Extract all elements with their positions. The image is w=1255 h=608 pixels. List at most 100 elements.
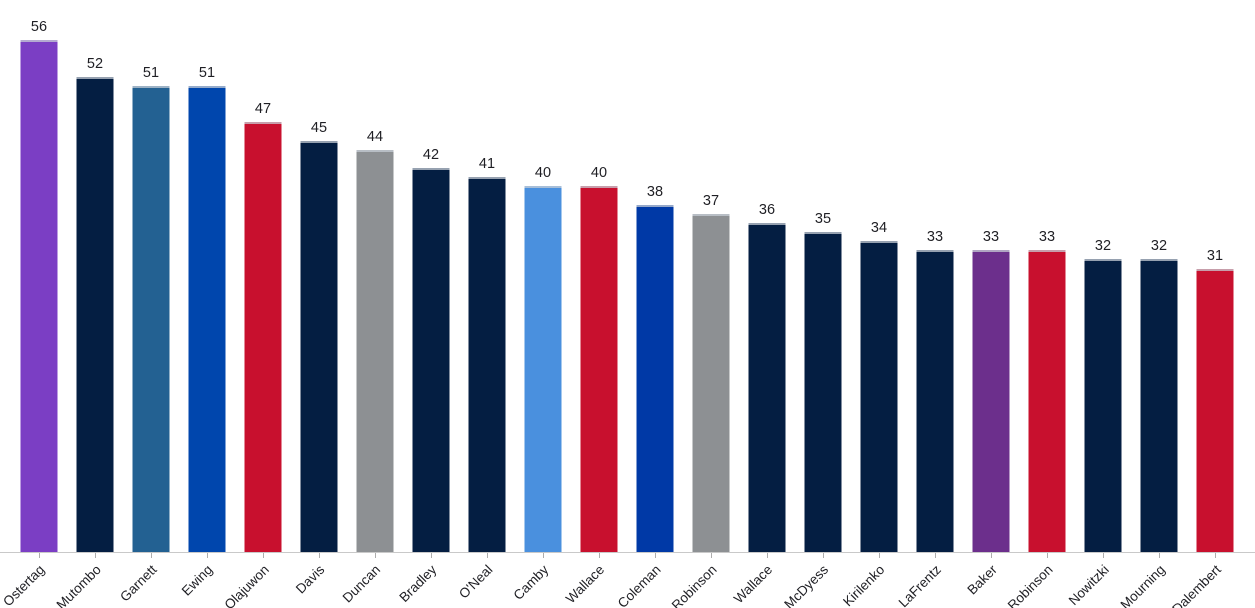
bar-garnett	[132, 86, 170, 552]
bar-slot: 34 Kirilenko	[840, 0, 907, 608]
bar-slot: 47 Olajuwon	[221, 0, 291, 608]
bar-value-label: 44	[366, 129, 384, 145]
bar-coleman	[636, 205, 674, 552]
bar-robinson	[692, 214, 730, 552]
axis-tick	[655, 553, 656, 558]
axis-tick	[767, 553, 768, 558]
bar-value-label: 42	[422, 147, 440, 163]
bar-value-label: 37	[702, 193, 720, 209]
x-tick-label: Wallace	[563, 562, 608, 607]
axis-tick	[543, 553, 544, 558]
bar-kirilenko	[860, 241, 898, 552]
x-tick-label: Wallace	[731, 562, 776, 607]
axis-tick	[1215, 553, 1216, 558]
axis-tick	[711, 553, 712, 558]
axis-tick	[375, 553, 376, 558]
axis-tick	[879, 553, 880, 558]
bar-value-label: 32	[1094, 238, 1112, 254]
axis-tick	[39, 553, 40, 558]
bar-value-label: 33	[926, 229, 944, 245]
bar-slot: 36 Wallace	[731, 0, 795, 608]
bar-value-label: 32	[1150, 238, 1168, 254]
x-tick-label: Camby	[510, 562, 552, 603]
bar-slot: 38 Coleman	[615, 0, 683, 608]
bar-value-label: 45	[310, 120, 328, 136]
bar-slot: 51 Garnett	[117, 0, 179, 608]
x-tick-label: Ostertag	[0, 562, 48, 608]
axis-tick	[823, 553, 824, 558]
bar-value-label: 34	[870, 220, 888, 236]
axis-tick	[599, 553, 600, 558]
bar-slot: 41 O'Neal	[456, 0, 515, 608]
x-tick-label: Ewing	[178, 562, 216, 599]
bar-value-label: 38	[646, 184, 664, 200]
axis-tick	[487, 553, 488, 558]
bar-slot: 56 Ostertag	[0, 0, 67, 608]
bar-lafrentz	[916, 250, 954, 552]
bar-bradley	[412, 168, 450, 552]
x-tick-label: Davis	[293, 562, 328, 597]
bar-ostertag	[20, 40, 58, 552]
axis-tick	[263, 553, 264, 558]
bar-value-label: 40	[590, 165, 608, 181]
axis-tick	[935, 553, 936, 558]
bar-mourning	[1140, 259, 1178, 552]
bar-wallace	[748, 223, 786, 552]
axis-tick	[1047, 553, 1048, 558]
bar-mcdyess	[804, 232, 842, 552]
axis-tick	[207, 553, 208, 558]
bar-value-label: 31	[1206, 248, 1224, 264]
bar-value-label: 51	[198, 65, 216, 81]
x-tick-label: Duncan	[340, 562, 384, 606]
axis-tick	[319, 553, 320, 558]
bar-mutombo	[76, 77, 114, 552]
bar-wallace	[580, 186, 618, 552]
bar-slot: 33 Baker	[963, 0, 1019, 608]
bar-slot: 40 Camby	[511, 0, 571, 608]
bar-value-label: 35	[814, 211, 832, 227]
bar-baker	[972, 250, 1010, 552]
axis-tick	[1159, 553, 1160, 558]
bar-slot: 51 Ewing	[179, 0, 235, 608]
axis-tick	[151, 553, 152, 558]
bar-olajuwon	[244, 122, 282, 552]
bar-slot: 33 LaFrentz	[895, 0, 963, 608]
x-tick-label: O'Neal	[456, 562, 496, 602]
bar-value-label: 52	[86, 56, 104, 72]
bar-slot: 35 McDyess	[782, 0, 851, 608]
bar-slot: 40 Wallace	[563, 0, 627, 608]
axis-tick	[1103, 553, 1104, 558]
bar-dalembert	[1196, 269, 1234, 552]
bar-duncan	[356, 150, 394, 552]
bar-slot: 31 Dalembert	[1169, 0, 1243, 608]
x-axis-line	[0, 552, 1255, 553]
bar-slot: 52 Mutombo	[53, 0, 123, 608]
bar-robinson	[1028, 250, 1066, 552]
bar-value-label: 51	[142, 65, 160, 81]
axis-tick	[95, 553, 96, 558]
bar-value-label: 33	[1038, 229, 1056, 245]
bar-slot: 32 Nowitzki	[1065, 0, 1131, 608]
bar-value-label: 47	[254, 101, 272, 117]
bar-value-label: 56	[30, 19, 48, 35]
bar-slot: 32 Mourning	[1117, 0, 1187, 608]
bar-value-label: 36	[758, 202, 776, 218]
bar-ewing	[188, 86, 226, 552]
x-tick-label: Garnett	[117, 562, 160, 605]
bar-value-label: 41	[478, 156, 496, 172]
bar-nowitzki	[1084, 259, 1122, 552]
axis-tick	[991, 553, 992, 558]
bar-slot: 45 Davis	[291, 0, 347, 608]
bar-davis	[300, 141, 338, 552]
bar-slot: 42 Bradley	[397, 0, 459, 608]
bar-value-label: 33	[982, 229, 1000, 245]
bar-camby	[524, 186, 562, 552]
bar-slot: 37 Robinson	[669, 0, 739, 608]
axis-tick	[431, 553, 432, 558]
x-tick-label: Bradley	[396, 562, 440, 605]
bar-slot: 33 Robinson	[1005, 0, 1075, 608]
bar-o-neal	[468, 177, 506, 552]
x-tick-label: Baker	[964, 562, 1000, 598]
bar-slot: 44 Duncan	[340, 0, 403, 608]
